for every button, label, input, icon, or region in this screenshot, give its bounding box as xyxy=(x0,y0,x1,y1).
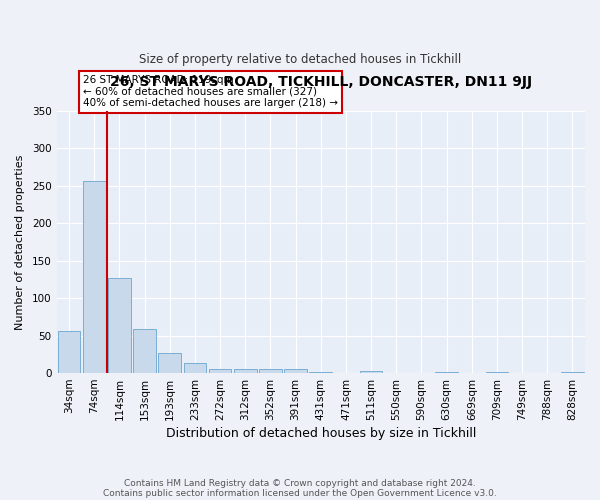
Y-axis label: Number of detached properties: Number of detached properties xyxy=(15,154,25,330)
Bar xyxy=(158,353,181,373)
Title: 26, ST MARYS ROAD, TICKHILL, DONCASTER, DN11 9JJ: 26, ST MARYS ROAD, TICKHILL, DONCASTER, … xyxy=(110,75,532,89)
Bar xyxy=(209,370,232,373)
Bar xyxy=(83,180,106,373)
Bar xyxy=(284,370,307,373)
Bar xyxy=(360,371,382,373)
Text: Size of property relative to detached houses in Tickhill: Size of property relative to detached ho… xyxy=(139,52,461,66)
Text: 26 ST MARYS ROAD: 119sqm
← 60% of detached houses are smaller (327)
40% of semi-: 26 ST MARYS ROAD: 119sqm ← 60% of detach… xyxy=(83,75,338,108)
Text: Contains public sector information licensed under the Open Government Licence v3: Contains public sector information licen… xyxy=(103,488,497,498)
Bar xyxy=(561,372,584,373)
Bar xyxy=(58,331,80,373)
Bar xyxy=(485,372,508,373)
Bar xyxy=(108,278,131,373)
Bar xyxy=(435,372,458,373)
Bar xyxy=(184,364,206,373)
Text: Contains HM Land Registry data © Crown copyright and database right 2024.: Contains HM Land Registry data © Crown c… xyxy=(124,478,476,488)
Bar xyxy=(234,370,257,373)
Bar xyxy=(259,370,282,373)
Bar xyxy=(133,329,156,373)
X-axis label: Distribution of detached houses by size in Tickhill: Distribution of detached houses by size … xyxy=(166,427,476,440)
Bar xyxy=(310,372,332,373)
